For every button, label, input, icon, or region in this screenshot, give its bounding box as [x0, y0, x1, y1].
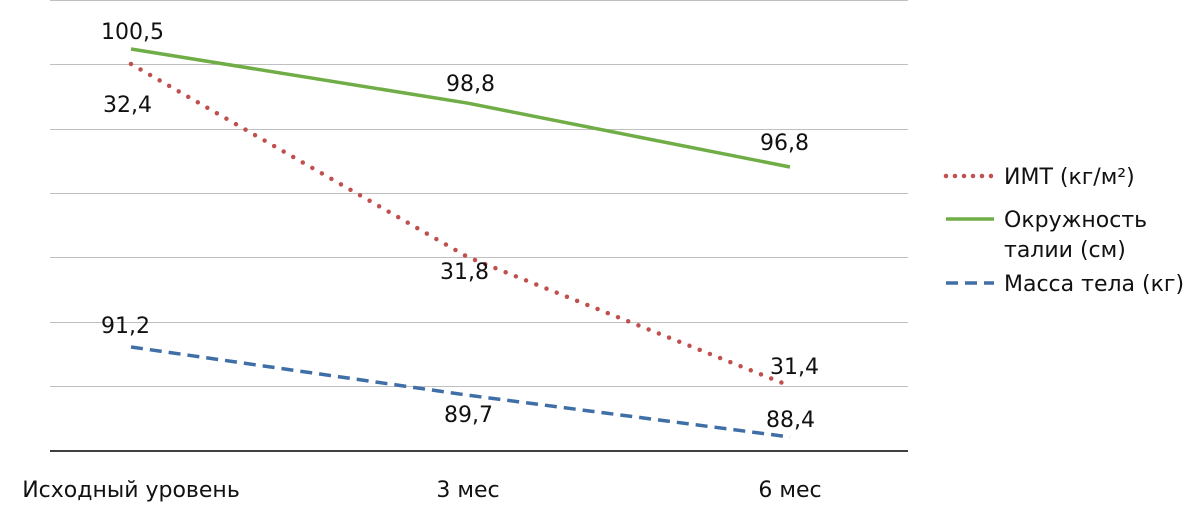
- legend: ИМТ (кг/м²) Окружность талии (см) Масса тел…: [943, 165, 1184, 297]
- data-label-bmi: 31,8: [440, 260, 489, 285]
- gridlines: [50, 0, 908, 387]
- data-label-mass: 88,4: [766, 408, 815, 433]
- series-line-mass: [130, 345, 791, 439]
- legend-label-waist: Окружность: [1004, 208, 1147, 233]
- series-line-bmi: [128, 61, 793, 389]
- series-line-waist: [130, 47, 791, 169]
- legend-label-mass: Масса тела (кг): [1004, 272, 1184, 297]
- data-labels: 32,4 31,8 31,4 100,5 98,8 96,8 91,2 89,7 88,4: [101, 20, 819, 433]
- x-tick-labels: Исходный уровень 3 мес 6 мес: [22, 478, 821, 503]
- series-layer: [128, 47, 793, 439]
- data-label-mass: 91,2: [101, 314, 150, 339]
- data-label-waist: 96,8: [760, 131, 809, 156]
- data-label-bmi: 32,4: [103, 93, 152, 118]
- legend-label-bmi: ИМТ (кг/м²): [1004, 165, 1135, 190]
- data-label-waist: 98,8: [446, 72, 495, 97]
- x-tick-label: 6 мес: [758, 478, 821, 503]
- x-tick-label: 3 мес: [436, 478, 499, 503]
- x-tick-label: Исходный уровень: [22, 478, 240, 503]
- data-label-waist: 100,5: [101, 20, 164, 45]
- data-label-mass: 89,7: [444, 403, 493, 428]
- data-label-bmi: 31,4: [770, 355, 819, 380]
- legend-label-waist: талии (см): [1004, 238, 1126, 263]
